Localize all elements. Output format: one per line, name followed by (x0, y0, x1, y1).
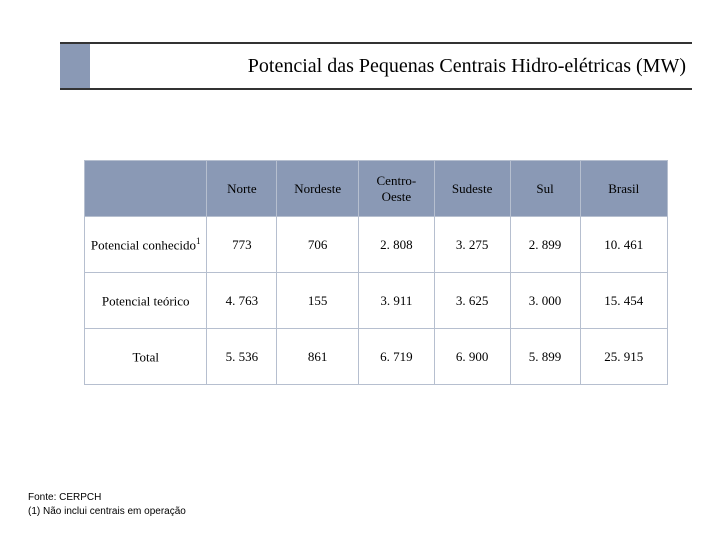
data-table-container: Norte Nordeste Centro-Oeste Sudeste Sul … (84, 160, 668, 385)
cell: 5. 899 (510, 329, 580, 385)
title-accent-block (60, 44, 90, 88)
footer-source: Fonte: CERPCH (28, 491, 186, 505)
cell: 3. 000 (510, 273, 580, 329)
cell: 10. 461 (580, 217, 668, 273)
cell: 15. 454 (580, 273, 668, 329)
cell: 2. 808 (358, 217, 434, 273)
slide-title: Potencial das Pequenas Centrais Hidro-el… (90, 44, 692, 88)
cell: 3. 625 (434, 273, 510, 329)
row-label-teorico: Potencial teórico (85, 273, 207, 329)
cell: 4. 763 (207, 273, 277, 329)
table-row: Potencial conhecido1 773 706 2. 808 3. 2… (85, 217, 668, 273)
title-bar: Potencial das Pequenas Centrais Hidro-el… (60, 42, 692, 90)
col-header-blank (85, 161, 207, 217)
col-header-brasil: Brasil (580, 161, 668, 217)
cell: 3. 911 (358, 273, 434, 329)
cell: 861 (277, 329, 359, 385)
col-header-sudeste: Sudeste (434, 161, 510, 217)
cell: 5. 536 (207, 329, 277, 385)
footer-notes: Fonte: CERPCH (1) Não inclui centrais em… (28, 491, 186, 518)
col-header-nordeste: Nordeste (277, 161, 359, 217)
col-header-sul: Sul (510, 161, 580, 217)
table-header-row: Norte Nordeste Centro-Oeste Sudeste Sul … (85, 161, 668, 217)
cell: 6. 719 (358, 329, 434, 385)
table-row: Potencial teórico 4. 763 155 3. 911 3. 6… (85, 273, 668, 329)
col-header-norte: Norte (207, 161, 277, 217)
col-header-centro-oeste: Centro-Oeste (358, 161, 434, 217)
cell: 6. 900 (434, 329, 510, 385)
cell: 25. 915 (580, 329, 668, 385)
footer-note-1: (1) Não inclui centrais em operação (28, 505, 186, 519)
cell: 706 (277, 217, 359, 273)
row-label-total: Total (85, 329, 207, 385)
cell: 3. 275 (434, 217, 510, 273)
table-row: Total 5. 536 861 6. 719 6. 900 5. 899 25… (85, 329, 668, 385)
potential-table: Norte Nordeste Centro-Oeste Sudeste Sul … (84, 160, 668, 385)
cell: 2. 899 (510, 217, 580, 273)
cell: 155 (277, 273, 359, 329)
row-label-conhecido: Potencial conhecido1 (85, 217, 207, 273)
cell: 773 (207, 217, 277, 273)
